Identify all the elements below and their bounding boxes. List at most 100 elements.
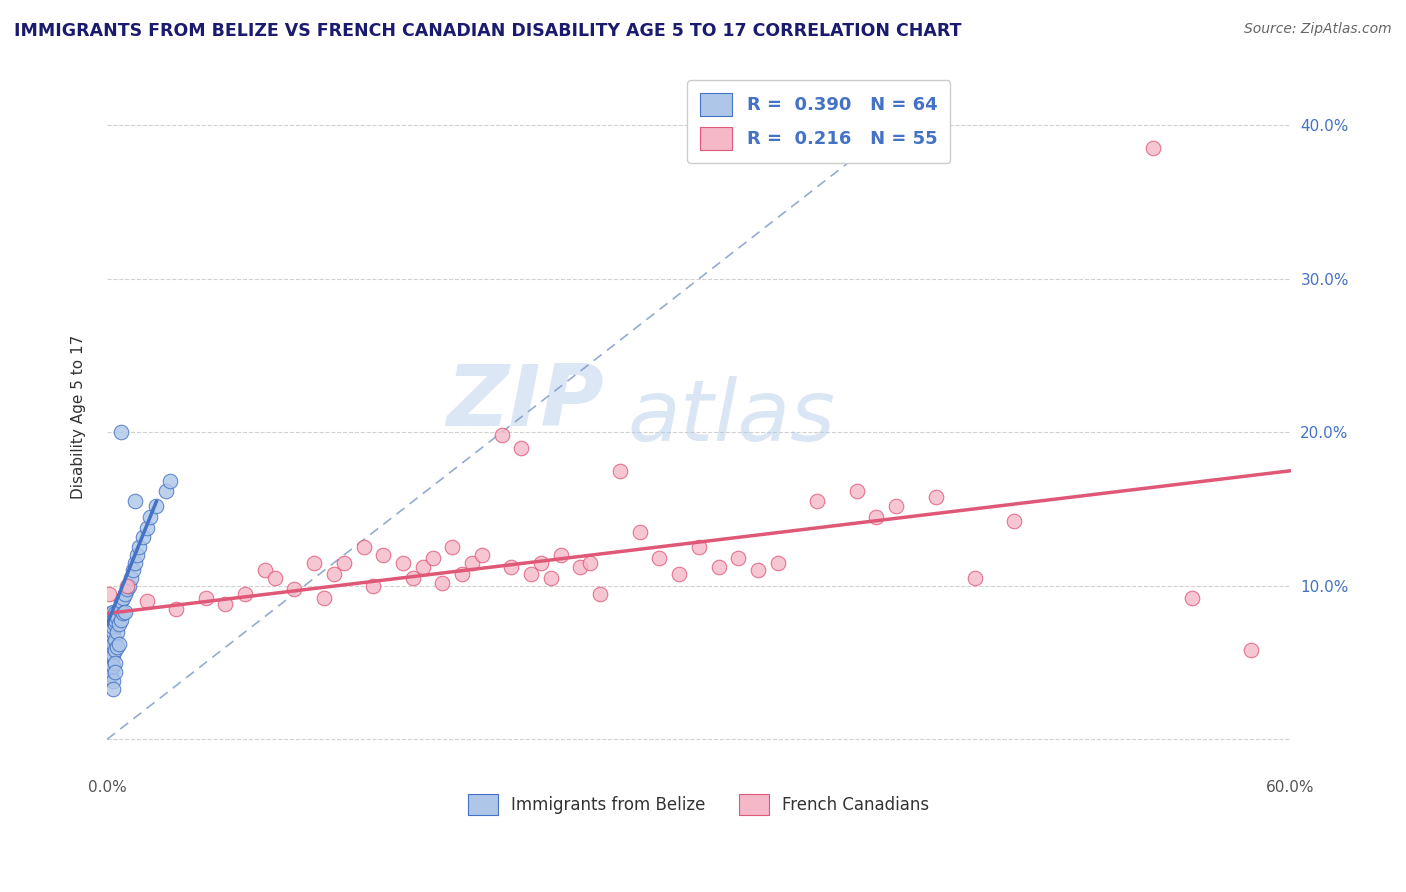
Point <box>100 632 122 647</box>
Point <box>648 551 671 566</box>
Point <box>121 564 143 578</box>
Point <box>865 509 887 524</box>
Point <box>461 556 484 570</box>
Point <box>1004 515 1026 529</box>
Point <box>668 566 690 581</box>
Text: Source: ZipAtlas.com: Source: ZipAtlas.com <box>1244 22 1392 37</box>
Point <box>530 556 553 570</box>
Point <box>688 541 710 555</box>
Point <box>110 594 132 608</box>
Point <box>540 571 562 585</box>
Point <box>333 556 356 570</box>
Point <box>120 571 142 585</box>
Point <box>422 551 444 566</box>
Point <box>100 643 122 657</box>
Point <box>579 556 602 570</box>
Y-axis label: Disability Age 5 to 17: Disability Age 5 to 17 <box>72 334 86 500</box>
Point <box>253 564 276 578</box>
Point <box>569 560 592 574</box>
Point <box>108 602 131 616</box>
Point <box>125 548 148 562</box>
Point <box>312 591 335 606</box>
Point <box>402 571 425 585</box>
Point <box>104 643 127 657</box>
Point <box>707 560 730 574</box>
Point <box>105 624 128 639</box>
Point <box>105 640 128 655</box>
Point <box>104 632 127 647</box>
Point <box>963 571 986 585</box>
Point <box>194 591 217 606</box>
Point <box>155 483 177 498</box>
Point <box>114 586 136 600</box>
Point <box>108 617 131 632</box>
Point <box>491 428 513 442</box>
Point <box>145 499 167 513</box>
Point <box>98 613 121 627</box>
Point <box>101 637 124 651</box>
Point <box>392 556 415 570</box>
Point <box>100 652 122 666</box>
Point <box>727 551 749 566</box>
Point <box>845 483 868 498</box>
Point <box>589 586 612 600</box>
Point <box>104 607 127 621</box>
Point <box>98 624 121 639</box>
Text: atlas: atlas <box>628 376 835 458</box>
Point <box>924 490 946 504</box>
Point <box>135 594 157 608</box>
Point <box>101 605 124 619</box>
Point <box>128 541 150 555</box>
Point <box>115 582 138 596</box>
Point <box>114 605 136 619</box>
Point <box>214 597 236 611</box>
Point <box>363 579 385 593</box>
Point <box>105 609 128 624</box>
Point <box>510 441 533 455</box>
Point <box>441 541 464 555</box>
Point <box>98 663 121 677</box>
Point <box>98 648 121 662</box>
Point <box>139 509 162 524</box>
Point <box>263 571 285 585</box>
Point <box>118 579 141 593</box>
Point <box>471 548 494 562</box>
Point <box>101 609 124 624</box>
Point <box>1181 591 1204 606</box>
Point <box>101 614 124 628</box>
Point <box>100 607 122 621</box>
Point <box>98 615 121 630</box>
Point <box>124 494 146 508</box>
Point <box>609 464 631 478</box>
Point <box>100 617 122 632</box>
Point <box>101 620 124 634</box>
Point <box>1142 141 1164 155</box>
Point <box>115 579 138 593</box>
Point <box>283 582 305 596</box>
Point <box>432 575 454 590</box>
Point <box>98 671 121 685</box>
Point <box>98 622 121 636</box>
Point <box>501 560 523 574</box>
Point <box>1240 643 1263 657</box>
Point <box>124 556 146 570</box>
Point <box>884 499 907 513</box>
Point <box>98 586 121 600</box>
Text: ZIP: ZIP <box>447 361 605 444</box>
Point <box>101 673 124 688</box>
Point <box>412 560 434 574</box>
Point <box>110 613 132 627</box>
Point <box>100 628 122 642</box>
Point <box>111 591 134 606</box>
Point <box>131 530 153 544</box>
Point <box>159 475 181 489</box>
Point <box>302 556 325 570</box>
Point <box>111 607 134 621</box>
Point <box>104 656 127 670</box>
Point <box>322 566 344 581</box>
Point <box>101 648 124 662</box>
Point <box>108 637 131 651</box>
Point <box>806 494 828 508</box>
Point <box>100 660 122 674</box>
Point <box>104 665 127 679</box>
